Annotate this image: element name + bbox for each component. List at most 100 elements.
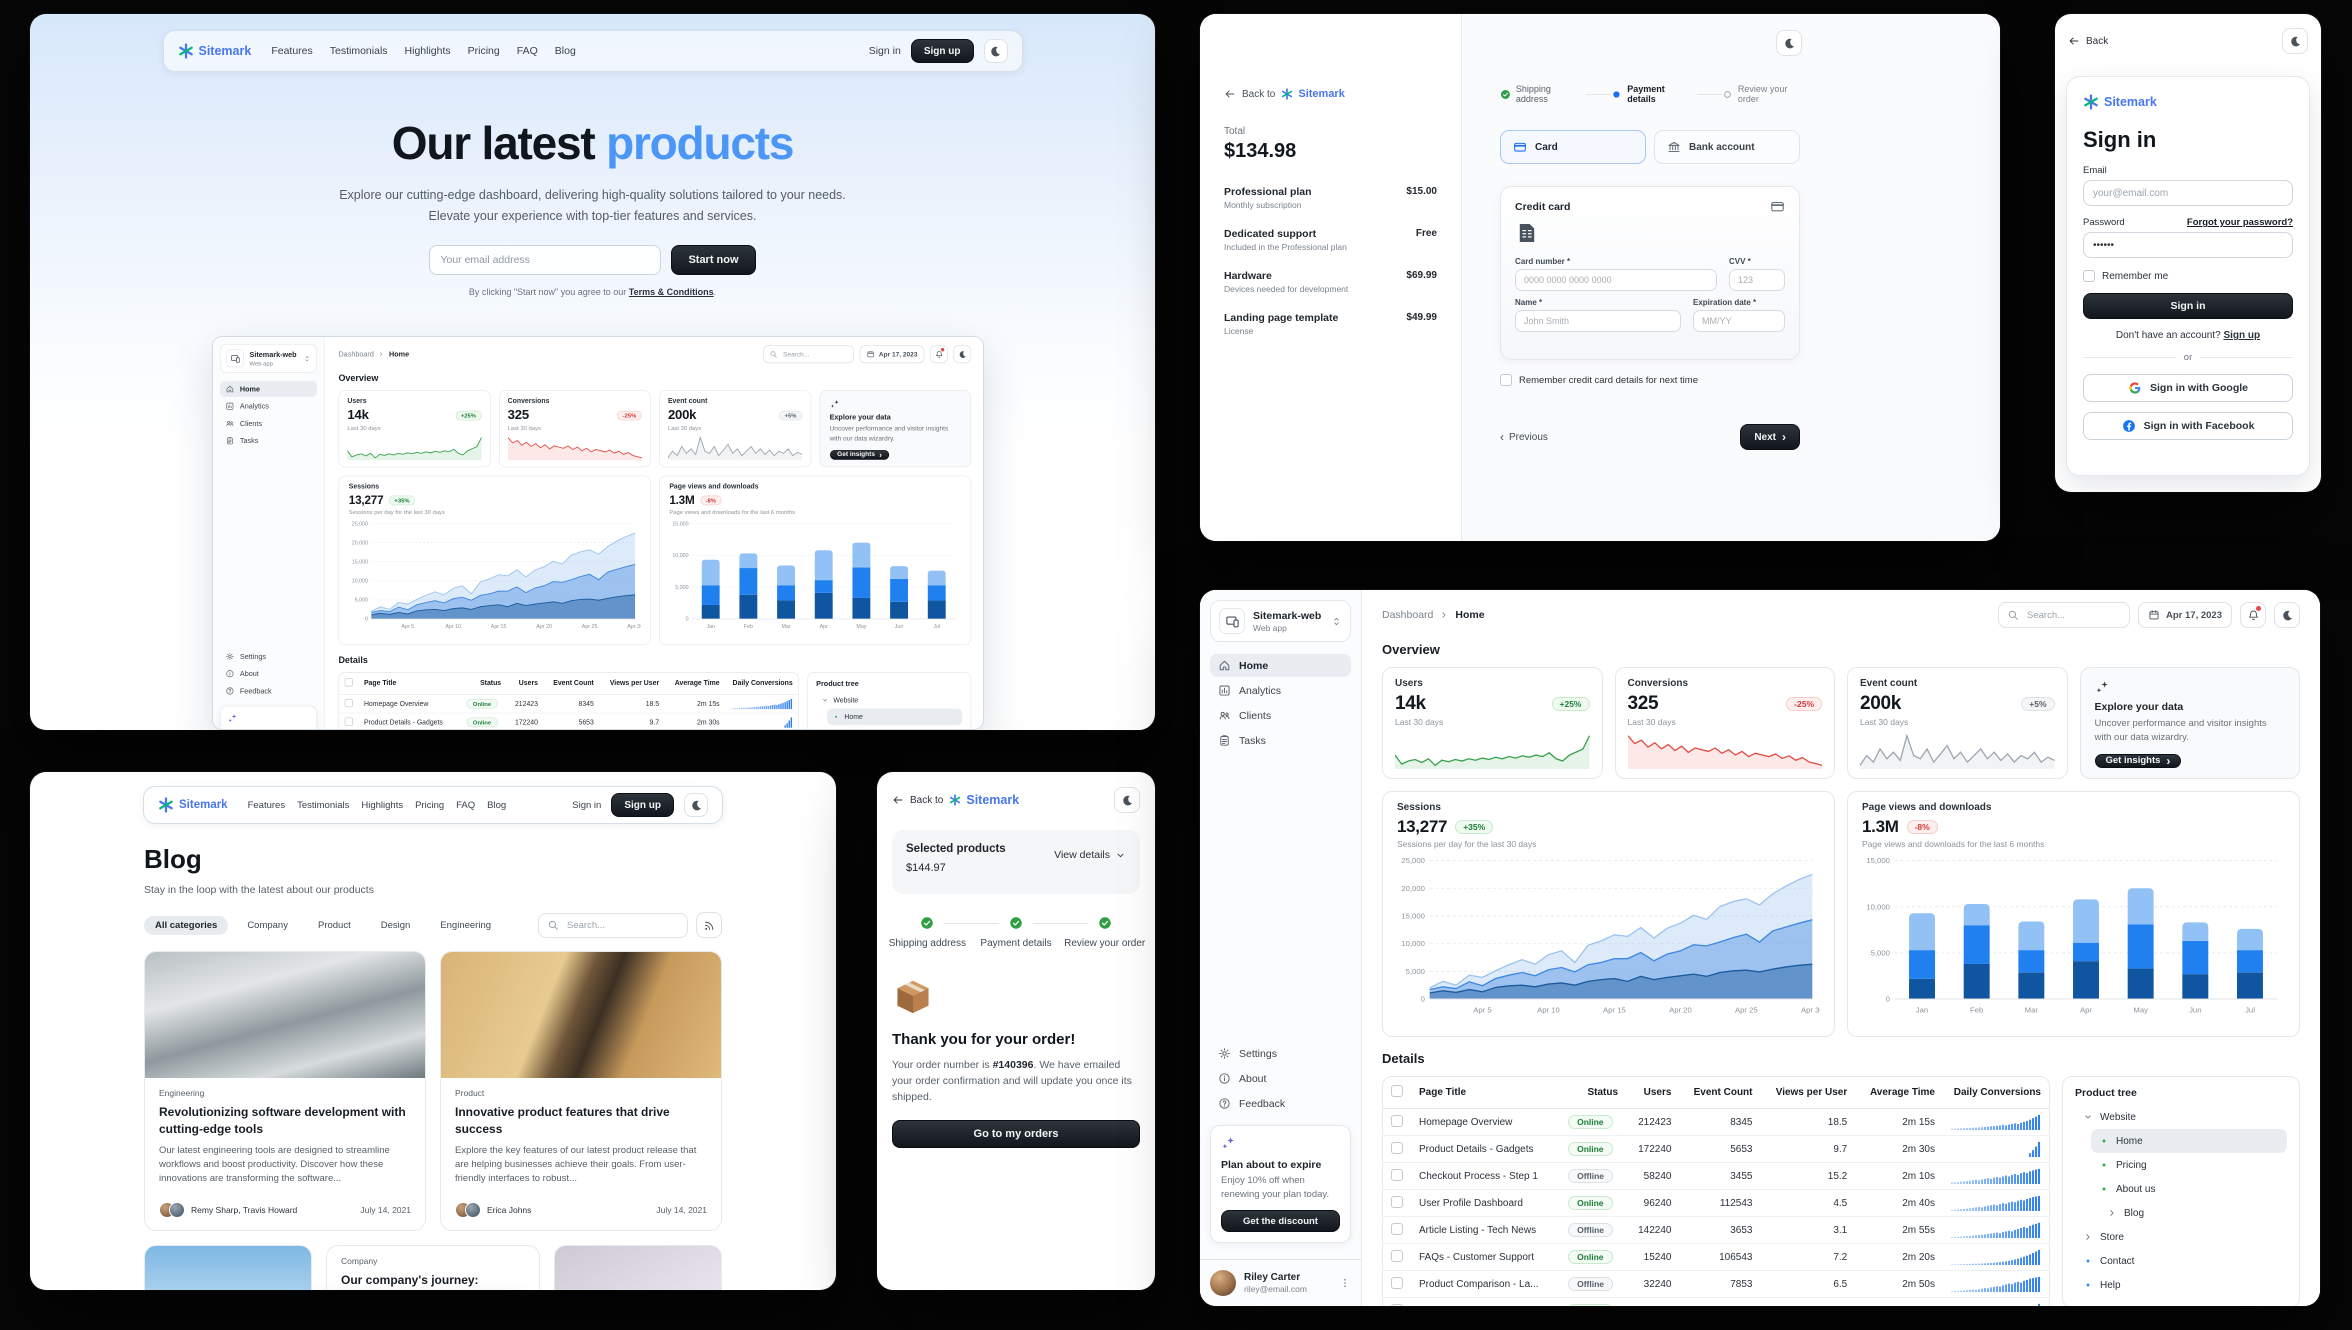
notifications-button[interactable] xyxy=(929,345,948,364)
previous-button[interactable]: Previous xyxy=(1500,430,1548,444)
column-header[interactable]: Event Count xyxy=(543,672,600,695)
column-header[interactable]: Event Count xyxy=(1679,1077,1761,1109)
search-field[interactable] xyxy=(565,918,679,932)
theme-toggle[interactable] xyxy=(1776,30,1802,56)
category-chip[interactable]: Product xyxy=(317,919,351,931)
search-input[interactable] xyxy=(538,912,688,938)
payment-tab-card[interactable]: Card xyxy=(1500,130,1646,164)
tree-item[interactable]: Contact xyxy=(2075,1249,2287,1273)
column-header[interactable]: Average Time xyxy=(664,672,726,695)
select-all-checkbox[interactable] xyxy=(344,678,353,687)
sitemark-logo[interactable]: Sitemark xyxy=(1281,88,1345,100)
payment-tab-bank[interactable]: Bank account xyxy=(1654,130,1800,164)
sign-up-button[interactable]: Sign up xyxy=(910,39,974,63)
remember-me-checkbox[interactable]: Remember me xyxy=(2083,270,2293,282)
sidebar-item[interactable]: Clients xyxy=(1210,704,1351,727)
abstract-photo[interactable] xyxy=(554,1245,722,1290)
sky-photo[interactable] xyxy=(144,1245,312,1290)
row-checkbox[interactable] xyxy=(1391,1141,1403,1154)
back-link[interactable]: Back to Sitemark xyxy=(1224,88,1437,100)
rss-button[interactable] xyxy=(696,912,722,938)
nav-link[interactable]: Testimonials xyxy=(329,45,388,57)
workspace-select[interactable]: Sitemark-web Web app xyxy=(219,343,318,373)
nav-link[interactable]: Pricing xyxy=(467,45,500,57)
terms-link[interactable]: Terms & Conditions xyxy=(628,287,714,298)
column-header[interactable]: Page Title xyxy=(1411,1077,1561,1109)
password-field[interactable] xyxy=(2083,232,2293,258)
email-field[interactable] xyxy=(2083,180,2293,206)
next-button[interactable]: Next xyxy=(1740,424,1800,450)
blog-post-card[interactable]: Engineering Revolutionizing software dev… xyxy=(144,951,426,1232)
nav-link[interactable]: Testimonials xyxy=(297,799,350,811)
nav-link[interactable]: Features xyxy=(247,799,286,811)
table-row[interactable]: Product Comparison - La... Offline 32240… xyxy=(1383,1270,2049,1298)
theme-toggle[interactable] xyxy=(2274,602,2300,628)
sign-in-link[interactable]: Sign in xyxy=(572,799,602,811)
row-checkbox[interactable] xyxy=(1391,1168,1403,1181)
row-checkbox[interactable] xyxy=(1391,1303,1403,1306)
column-header[interactable]: Status xyxy=(1560,1077,1627,1109)
get-discount-button[interactable]: Get the discount xyxy=(1221,1210,1340,1232)
sign-up-link[interactable]: Sign up xyxy=(2223,330,2261,341)
cvv-input[interactable] xyxy=(1729,269,1785,291)
sidebar-item[interactable]: About xyxy=(1210,1067,1351,1090)
table-row[interactable]: Shopping Cart - Electronics Online 48240… xyxy=(1383,1297,2049,1306)
nav-link[interactable]: Blog xyxy=(487,799,507,811)
date-picker[interactable]: Apr 17, 2023 xyxy=(859,345,925,364)
search-input[interactable] xyxy=(1998,602,2131,628)
table-row[interactable]: FAQs - Customer Support Online 15240 106… xyxy=(1383,1243,2049,1271)
tree-item[interactable]: About us xyxy=(2091,1177,2287,1201)
sidebar-item[interactable]: Tasks xyxy=(1210,729,1351,752)
table-row[interactable]: Product Details - Gadgets Online 172240 … xyxy=(339,713,799,729)
nav-link[interactable]: Highlights xyxy=(361,799,404,811)
sidebar-item[interactable]: About xyxy=(220,666,317,682)
sitemark-logo[interactable]: Sitemark xyxy=(178,43,251,59)
sidebar-item[interactable]: Clients xyxy=(220,416,317,432)
tree-item[interactable]: Pricing xyxy=(2091,1153,2287,1177)
search-field[interactable] xyxy=(2025,608,2122,622)
table-row[interactable]: Homepage Overview Online 212423 8345 18.… xyxy=(339,694,799,714)
tree-item[interactable]: Website xyxy=(816,692,962,709)
blog-post-card[interactable]: Product Innovative product features that… xyxy=(440,951,722,1232)
tree-item[interactable]: Home xyxy=(827,708,963,726)
theme-toggle[interactable] xyxy=(2282,28,2308,54)
search-input[interactable] xyxy=(763,345,855,364)
column-header[interactable]: Views per User xyxy=(599,672,665,695)
kebab-menu-icon[interactable] xyxy=(1339,1277,1351,1289)
sitemark-logo[interactable]: Sitemark xyxy=(949,793,1019,807)
google-sign-in-button[interactable]: Sign in with Google xyxy=(2083,374,2293,402)
column-header[interactable]: Average Time xyxy=(1855,1077,1943,1109)
category-chip[interactable]: All categories xyxy=(144,915,229,935)
tree-item[interactable]: Help xyxy=(2075,1273,2287,1297)
sign-in-link[interactable]: Sign in xyxy=(868,45,901,57)
row-checkbox[interactable] xyxy=(1391,1249,1403,1262)
nav-link[interactable]: FAQ xyxy=(456,799,476,811)
tree-item[interactable]: Home xyxy=(2091,1129,2287,1153)
nav-link[interactable]: FAQ xyxy=(516,45,538,57)
sidebar-item[interactable]: Home xyxy=(1210,654,1351,677)
tree-item[interactable]: Store xyxy=(2075,1225,2287,1249)
column-header[interactable]: Daily Conversions xyxy=(725,672,799,695)
nav-link[interactable]: Features xyxy=(271,45,313,57)
sidebar-item[interactable]: Settings xyxy=(1210,1042,1351,1065)
remember-card-checkbox[interactable]: Remember credit card details for next ti… xyxy=(1500,374,1800,386)
name-input[interactable] xyxy=(1515,310,1681,332)
sidebar-item[interactable]: Feedback xyxy=(220,683,317,699)
sidebar-item[interactable]: Analytics xyxy=(220,398,317,414)
column-header[interactable]: Users xyxy=(1626,1077,1680,1109)
row-checkbox[interactable] xyxy=(1391,1195,1403,1208)
go-to-orders-button[interactable]: Go to my orders xyxy=(892,1120,1140,1149)
sidebar-item[interactable]: Analytics xyxy=(1210,679,1351,702)
tree-item[interactable]: Pricing xyxy=(827,725,962,729)
category-chip[interactable]: Company xyxy=(247,919,288,931)
column-header[interactable]: Page Title xyxy=(358,672,462,695)
sidebar-item[interactable]: Settings xyxy=(220,649,317,665)
column-header[interactable]: Views per User xyxy=(1760,1077,1856,1109)
tree-item[interactable]: Website xyxy=(2075,1105,2287,1129)
workspace-select[interactable]: Sitemark-web Web app xyxy=(1210,600,1351,642)
table-row[interactable]: Article Listing - Tech News Offline 1422… xyxy=(1383,1216,2049,1244)
back-link[interactable]: Back to Sitemark xyxy=(892,793,1019,807)
get-insights-button[interactable]: Get insights xyxy=(2094,753,2182,768)
sitemark-logo[interactable]: Sitemark xyxy=(158,797,228,813)
theme-toggle[interactable] xyxy=(953,345,972,364)
